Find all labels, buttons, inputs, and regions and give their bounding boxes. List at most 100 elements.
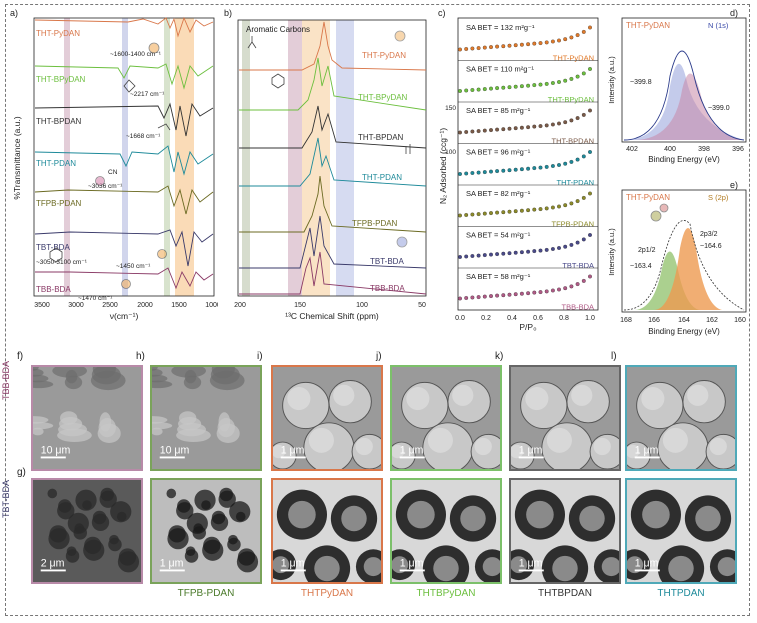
- isotherm-point: [588, 108, 592, 113]
- isotherm-point: [538, 124, 543, 129]
- micrograph-letter: f): [17, 351, 24, 362]
- sem-image: 1 μm: [390, 365, 502, 471]
- sa-bet-label: SA BET = 82 m²g⁻¹: [466, 189, 531, 198]
- svg-text:TFPB-PDAN: TFPB-PDAN: [36, 199, 82, 208]
- isotherm-point: [458, 213, 462, 218]
- isotherm-point: [557, 80, 561, 84]
- isotherm-point: [563, 37, 568, 42]
- isotherm-point: [464, 88, 469, 93]
- isotherm-point: [458, 47, 462, 52]
- panel-d-level: N (1s): [708, 21, 729, 30]
- isotherm-sample-label: THT-PyDAN: [553, 54, 594, 63]
- micrograph-caption: THTPyDAN: [300, 588, 354, 599]
- isotherm-point: [538, 248, 543, 253]
- isotherm-point: [482, 170, 487, 175]
- isotherm-point: [563, 244, 568, 249]
- isotherm-sample-label: THT-BPDAN: [551, 137, 594, 146]
- scale-bar-label: 1 μm: [519, 445, 543, 457]
- isotherm-point: [563, 286, 568, 291]
- svg-text:0.8: 0.8: [559, 315, 569, 322]
- isotherm-row: SA BET = 110 m²g⁻¹ THT-BPyDAN: [458, 60, 598, 104]
- isotherm-point: [482, 87, 487, 92]
- panel-e-peak-4: ~164.6: [700, 243, 722, 250]
- svg-text:0.6: 0.6: [533, 315, 543, 322]
- isotherm-point: [550, 247, 555, 251]
- svg-text:0.4: 0.4: [507, 315, 517, 322]
- isotherm-point: [458, 296, 462, 301]
- isotherm-point: [507, 168, 512, 173]
- isotherm-point: [470, 129, 475, 134]
- isotherm-point: [544, 40, 549, 45]
- panel-b-header: Aromatic Carbons: [246, 25, 310, 34]
- isotherm-point: [575, 199, 580, 204]
- panel-d-letter: d): [730, 8, 738, 18]
- micrograph-caption: THTPDAN: [657, 588, 705, 599]
- isotherm-point: [538, 165, 543, 170]
- isotherm-point: [581, 278, 586, 283]
- isotherm-point: [489, 211, 493, 216]
- svg-text:200: 200: [234, 302, 246, 309]
- isotherm-point: [476, 170, 481, 175]
- panel-b-letter: b): [224, 8, 232, 18]
- sem-image: 1 μm: [271, 365, 383, 471]
- isotherm-point: [557, 204, 561, 209]
- isotherm-row: SA BET = 96 m²g⁻¹ THT-PDAN: [458, 143, 598, 187]
- svg-text:150: 150: [294, 302, 306, 309]
- sem-image: 1 μm: [509, 365, 621, 471]
- isotherm-sample-label: THT-PDAN: [557, 178, 595, 187]
- svg-text:~1470 cm⁻¹: ~1470 cm⁻¹: [78, 295, 113, 302]
- micrograph-letter: i): [257, 351, 263, 362]
- isotherm-point: [526, 83, 531, 88]
- scale-bar-label: 1 μm: [400, 558, 424, 570]
- isotherm-point: [563, 120, 568, 125]
- panel-a-structure-sketches: [49, 42, 171, 289]
- panel-a-ftir: a) %Transmittance (a.u.) 3500 3000 2500 …: [10, 8, 218, 321]
- isotherm-point: [563, 78, 568, 83]
- isotherm-point: [495, 210, 500, 215]
- isotherm-point: [575, 240, 580, 245]
- isotherm-point: [544, 289, 549, 294]
- scale-bar-label: 1 μm: [281, 445, 305, 457]
- sa-bet-label: SA BET = 96 m²g⁻¹: [466, 148, 531, 157]
- isotherm-point: [550, 164, 555, 168]
- svg-text:3500: 3500: [34, 302, 50, 309]
- isotherm-point: [464, 171, 469, 176]
- isotherm-point: [501, 251, 506, 256]
- isotherm-point: [470, 295, 475, 300]
- isotherm-point: [526, 249, 531, 254]
- svg-text:THT-BPyDAN: THT-BPyDAN: [36, 75, 86, 84]
- isotherm-point: [532, 83, 537, 88]
- isotherm-point: [482, 211, 487, 216]
- panel-c-ylabel: N₂ Adsorbed (ccg⁻¹): [438, 128, 448, 204]
- panel-e-peak-3: 2p3/2: [700, 231, 718, 238]
- panel-d-peak-1: ~399.8: [630, 79, 652, 86]
- panel-a-annotations: ~1600-1400 cm⁻¹ ~2217 cm⁻¹ ~1668 cm⁻¹ ~3…: [36, 51, 165, 302]
- isotherm-point: [464, 254, 469, 259]
- svg-text:THT-PyDAN: THT-PyDAN: [362, 51, 406, 60]
- isotherm-point: [557, 163, 561, 167]
- svg-text:160: 160: [734, 317, 746, 324]
- svg-text:50: 50: [418, 302, 426, 309]
- isotherm-point: [495, 127, 500, 132]
- isotherm-point: [501, 168, 506, 173]
- micrograph-letter: l): [611, 351, 617, 362]
- isotherm-point: [557, 121, 561, 126]
- isotherm-point: [464, 47, 469, 51]
- isotherm-point: [569, 76, 574, 81]
- svg-text:0.0: 0.0: [455, 315, 465, 322]
- svg-text:400: 400: [664, 146, 676, 153]
- row-label-bottom: TBT-BDA: [1, 479, 11, 518]
- isotherm-point: [513, 167, 518, 172]
- panel-d-xticks: 402 400 398 396: [626, 146, 744, 153]
- panel-c-xlabel: P/P₀: [519, 322, 537, 332]
- isotherm-point: [569, 242, 574, 247]
- isotherm-point: [588, 67, 592, 71]
- isotherm-point: [513, 126, 518, 131]
- micrograph-letter: g): [17, 467, 26, 478]
- band-1668: [164, 18, 170, 296]
- panel-b-xticks: 200 150 100 50: [234, 302, 426, 309]
- isotherm-point: [532, 207, 537, 212]
- panel-d-xlabel: Binding Energy (eV): [648, 155, 720, 164]
- panel-c-bet: c) N₂ Adsorbed (ccg⁻¹) 150 100 SA BET = …: [438, 8, 599, 332]
- isotherm-point: [513, 250, 518, 255]
